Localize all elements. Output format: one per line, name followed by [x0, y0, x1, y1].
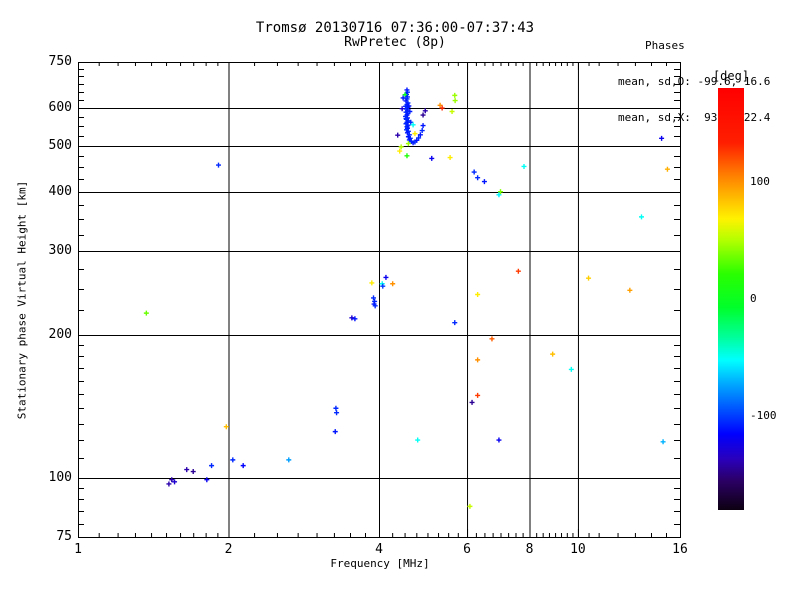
data-point-marker — [664, 166, 670, 172]
data-point-marker — [447, 155, 453, 161]
data-point-marker — [405, 141, 411, 147]
y-tick-label: 200 — [48, 326, 72, 342]
y-tick-label: 500 — [48, 137, 72, 153]
data-point-marker — [184, 467, 190, 473]
data-point-marker — [475, 357, 481, 363]
data-point-marker — [422, 108, 428, 114]
data-point-marker — [209, 463, 215, 469]
data-point-marker — [372, 303, 378, 309]
data-point-marker — [469, 399, 475, 405]
phase-stats-header: Phases — [645, 39, 685, 52]
y-tick-label: 600 — [48, 100, 72, 116]
data-point-marker — [496, 192, 502, 198]
colorbar-unit-label: [deg] — [712, 69, 750, 83]
x-axis-label: Frequency [MHz] — [330, 557, 430, 570]
colorbar — [718, 88, 744, 510]
data-point-marker — [230, 457, 236, 463]
data-point-marker — [383, 274, 389, 280]
data-point-marker — [333, 405, 339, 411]
data-point-marker — [498, 189, 504, 195]
data-point-marker — [452, 92, 458, 98]
data-point-marker — [429, 155, 435, 161]
colorbar-tick-label: 0 — [750, 292, 757, 305]
data-point-marker — [412, 131, 418, 137]
data-point-marker — [415, 437, 421, 443]
x-tick-label: 2 — [224, 542, 233, 557]
data-point-marker — [240, 463, 246, 469]
y-tick-label: 400 — [48, 183, 72, 199]
data-point-marker — [550, 351, 556, 357]
data-point-marker — [481, 179, 487, 185]
data-point-marker — [204, 477, 210, 483]
data-point-marker — [400, 95, 406, 101]
data-point-marker — [286, 457, 292, 463]
data-point-marker — [399, 106, 405, 112]
x-tick-label: 8 — [525, 542, 534, 557]
data-point-marker — [627, 287, 633, 293]
data-point-marker — [172, 479, 178, 485]
data-point-marker — [660, 439, 666, 445]
data-point-marker — [638, 214, 644, 220]
plot-subtitle: RwPretec (8p) — [344, 35, 446, 50]
data-point-marker — [496, 437, 502, 443]
data-point-marker — [521, 163, 527, 169]
data-point-marker — [420, 112, 426, 118]
y-tick-label: 300 — [48, 243, 72, 259]
data-point-marker — [408, 119, 414, 125]
data-point-marker — [371, 295, 377, 301]
data-point-marker — [489, 336, 495, 342]
y-axis-label: Stationary phase Virtual Height [km] — [15, 180, 29, 420]
data-point-marker — [475, 175, 481, 181]
x-tick-label: 10 — [570, 542, 586, 557]
data-point-marker — [369, 280, 375, 286]
data-point-marker — [223, 424, 229, 430]
page-title: Tromsø 20130716 07:36:00-07:37:43 — [255, 20, 535, 36]
data-point-marker — [166, 481, 172, 487]
data-point-marker — [404, 153, 410, 159]
data-point-marker — [410, 122, 416, 128]
x-tick-label: 6 — [463, 542, 471, 557]
data-point-marker — [190, 469, 196, 475]
data-point-marker — [449, 108, 455, 114]
data-point-marker — [416, 135, 422, 141]
y-tick-label: 100 — [48, 469, 72, 485]
data-point-marker — [169, 477, 175, 483]
data-point-marker — [568, 366, 574, 372]
data-point-marker — [659, 135, 665, 141]
data-point-marker — [515, 268, 521, 274]
data-point-marker — [471, 169, 477, 175]
phase-stats-o-mode: mean, sd,O: -99.6, 16.6 — [618, 75, 771, 88]
y-tick-label: 75 — [56, 529, 72, 544]
data-point-marker — [475, 291, 481, 297]
data-point-marker — [586, 275, 592, 281]
data-point-marker — [419, 128, 425, 134]
data-point-marker — [452, 98, 458, 104]
data-point-marker — [437, 102, 443, 108]
data-point-marker — [216, 162, 222, 168]
data-point-marker — [467, 503, 473, 509]
x-tick-label: 16 — [672, 542, 688, 557]
x-tick-label: 1 — [74, 542, 82, 557]
data-point-marker — [452, 320, 458, 326]
data-point-marker — [395, 132, 401, 138]
colorbar-tick-label: 100 — [750, 174, 770, 188]
data-point-marker — [475, 392, 481, 398]
data-point-marker — [380, 283, 386, 289]
y-tick-label: 750 — [48, 54, 72, 69]
data-point-marker — [143, 310, 149, 316]
data-point-marker — [397, 148, 403, 154]
data-point-marker — [352, 316, 358, 322]
x-tick-label: 4 — [375, 542, 383, 557]
data-point-marker — [332, 429, 338, 435]
data-point-marker — [417, 132, 423, 138]
data-point-marker — [420, 123, 426, 129]
data-point-marker — [439, 105, 445, 111]
data-point-marker — [390, 281, 396, 287]
data-point-marker — [349, 315, 355, 321]
data-point-marker — [398, 144, 404, 150]
colorbar-tick-label: -100 — [750, 409, 777, 423]
data-point-marker — [334, 410, 340, 416]
